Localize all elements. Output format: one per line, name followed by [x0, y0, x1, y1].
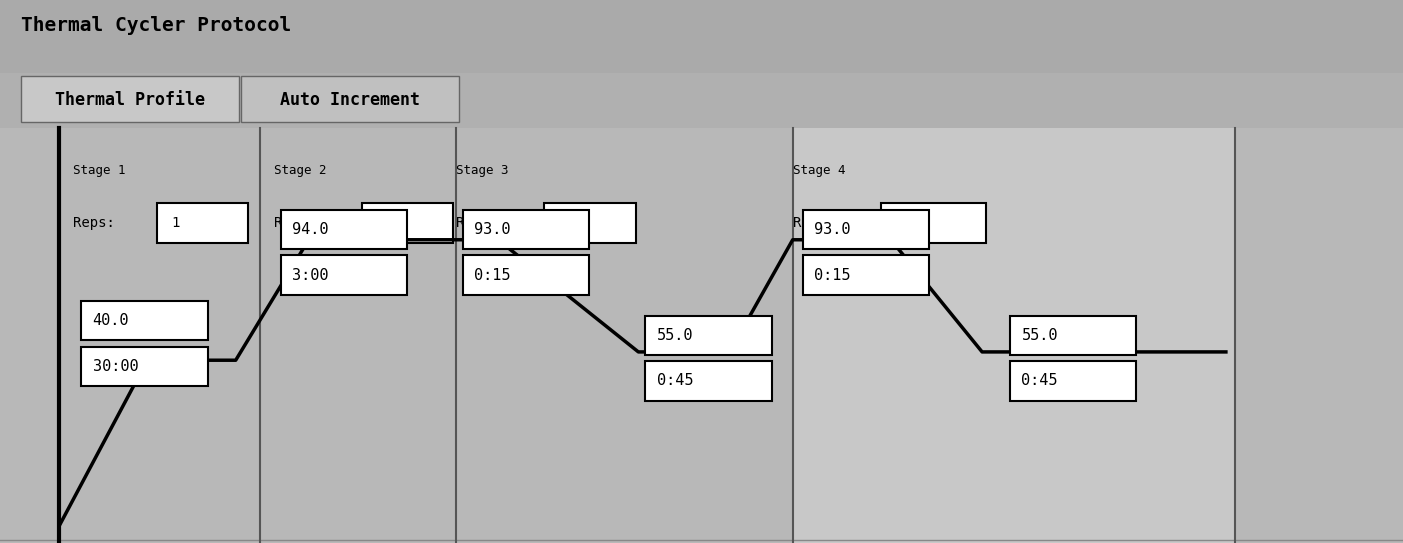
Bar	[157, 204, 248, 243]
Bar	[0, 128, 1403, 543]
Text: Reps:: Reps:	[274, 216, 316, 230]
Bar	[1010, 361, 1136, 401]
Bar	[645, 315, 772, 355]
Bar	[793, 128, 1235, 543]
Text: 93.0: 93.0	[814, 222, 850, 237]
Text: Auto Increment: Auto Increment	[281, 91, 419, 110]
Bar	[81, 347, 208, 386]
Text: 93.0: 93.0	[474, 222, 511, 237]
Text: Stage 2: Stage 2	[274, 165, 325, 178]
Bar	[803, 210, 929, 249]
Text: 1: 1	[171, 216, 180, 230]
Bar	[81, 301, 208, 340]
Text: 3:00: 3:00	[292, 268, 328, 282]
Text: Reps:: Reps:	[456, 216, 498, 230]
Text: 40.0: 40.0	[93, 313, 129, 329]
Text: Stage 1: Stage 1	[73, 165, 125, 178]
Bar	[881, 204, 986, 243]
Text: 30:00: 30:00	[93, 359, 139, 374]
Bar	[1010, 315, 1136, 355]
Text: Stage 3: Stage 3	[456, 165, 508, 178]
Bar	[21, 76, 239, 122]
Bar	[803, 255, 929, 295]
Bar	[463, 255, 589, 295]
Bar	[645, 361, 772, 401]
Text: 10: 10	[558, 216, 575, 230]
Text: Thermal Cycler Protocol: Thermal Cycler Protocol	[21, 16, 292, 35]
Bar	[544, 204, 636, 243]
Text: 55.0: 55.0	[1021, 328, 1058, 343]
Text: 0:45: 0:45	[657, 374, 693, 388]
Bar	[0, 0, 1403, 73]
Text: 0:45: 0:45	[1021, 374, 1058, 388]
Text: 0:15: 0:15	[814, 268, 850, 282]
Text: Thermal Profile: Thermal Profile	[55, 91, 205, 110]
Bar	[463, 210, 589, 249]
Text: 0:15: 0:15	[474, 268, 511, 282]
Text: Reps:: Reps:	[73, 216, 115, 230]
Text: Reps:: Reps:	[793, 216, 835, 230]
Bar	[281, 210, 407, 249]
Text: 1: 1	[376, 216, 384, 230]
Bar	[241, 76, 459, 122]
Bar	[362, 204, 453, 243]
Text: 94.0: 94.0	[292, 222, 328, 237]
Text: Stage 4: Stage 4	[793, 165, 845, 178]
Bar	[281, 255, 407, 295]
Text: 30: 30	[895, 216, 912, 230]
Text: 55.0: 55.0	[657, 328, 693, 343]
Bar	[0, 73, 1403, 128]
